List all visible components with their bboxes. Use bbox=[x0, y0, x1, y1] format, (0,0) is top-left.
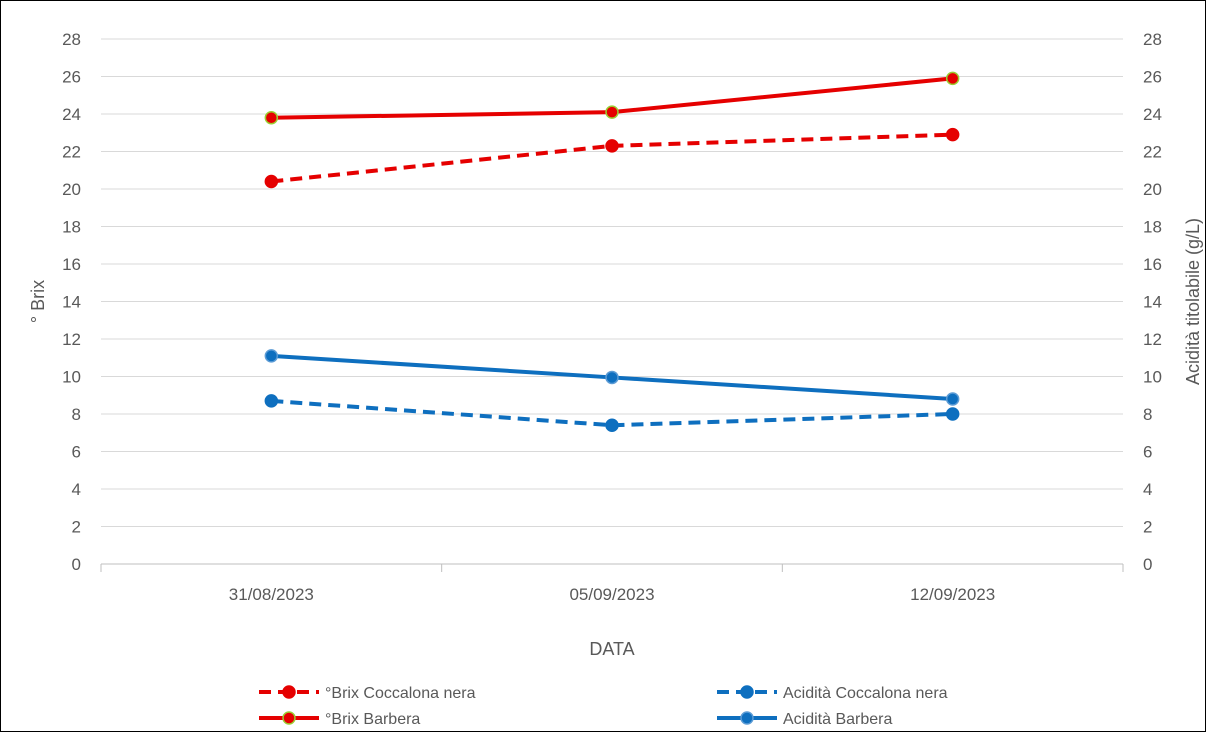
data-point bbox=[264, 349, 279, 363]
y-tick-label: 22 bbox=[62, 143, 81, 162]
y2-tick-label: 18 bbox=[1143, 218, 1162, 237]
data-point bbox=[264, 174, 279, 189]
series-3 bbox=[264, 349, 960, 406]
data-point bbox=[605, 139, 619, 153]
legend-item: Acidità Coccalona nera bbox=[717, 685, 948, 702]
legend-label: Acidità Barbera bbox=[783, 711, 892, 728]
x-tick-label: 05/09/2023 bbox=[569, 585, 654, 604]
y2-tick-label: 6 bbox=[1143, 443, 1152, 462]
data-point bbox=[605, 370, 619, 385]
series-lines bbox=[264, 71, 960, 432]
axes bbox=[100, 563, 1124, 572]
y2-tick-label: 20 bbox=[1143, 180, 1162, 199]
data-point bbox=[945, 71, 960, 86]
legend-label: Acidità Coccalona nera bbox=[783, 685, 948, 702]
series-0 bbox=[264, 127, 960, 189]
legend-swatch-marker bbox=[740, 685, 754, 699]
data-point bbox=[605, 418, 619, 432]
y-tick-label: 18 bbox=[62, 218, 81, 237]
y2-axis-title: Acidità titolabile (g/L) bbox=[1183, 218, 1203, 385]
legend-swatch-marker bbox=[282, 711, 296, 725]
series-2 bbox=[264, 71, 960, 125]
y-tick-label: 4 bbox=[72, 480, 81, 499]
legend-label: °Brix Coccalona nera bbox=[325, 685, 476, 702]
x-tick-label: 12/09/2023 bbox=[910, 585, 995, 604]
y-tick-label: 26 bbox=[62, 68, 81, 87]
y2-tick-label: 16 bbox=[1143, 255, 1162, 274]
y2-tick-label: 26 bbox=[1143, 68, 1162, 87]
y-tick-label: 20 bbox=[62, 180, 81, 199]
legend: °Brix Coccalona nera Acidità Coccalona ne… bbox=[259, 685, 948, 728]
y2-tick-label: 4 bbox=[1143, 480, 1152, 499]
x-axis-title: DATA bbox=[589, 639, 634, 659]
x-tick-label: 31/08/2023 bbox=[229, 585, 314, 604]
legend-item: °Brix Barbera bbox=[259, 711, 420, 728]
y-tick-label: 14 bbox=[62, 293, 81, 312]
y-tick-label: 6 bbox=[72, 443, 81, 462]
y2-tick-label: 0 bbox=[1143, 555, 1152, 574]
y-tick-label: 28 bbox=[62, 30, 81, 49]
y-tick-label: 10 bbox=[62, 368, 81, 387]
y-tick-label: 16 bbox=[62, 255, 81, 274]
y-tick-label: 24 bbox=[62, 105, 81, 124]
y2-tick-label: 24 bbox=[1143, 105, 1162, 124]
y-tick-label: 8 bbox=[72, 405, 81, 424]
y-tick-label: 0 bbox=[72, 555, 81, 574]
legend-item: °Brix Coccalona nera bbox=[259, 685, 476, 702]
y2-tick-label: 12 bbox=[1143, 330, 1162, 349]
legend-item: Acidità Barbera bbox=[717, 711, 892, 728]
data-point bbox=[945, 407, 960, 421]
legend-label: °Brix Barbera bbox=[325, 711, 420, 728]
series-1 bbox=[264, 394, 960, 432]
data-point bbox=[264, 111, 279, 125]
y2-tick-label: 14 bbox=[1143, 293, 1162, 312]
legend-swatch-marker bbox=[282, 685, 296, 699]
data-point bbox=[945, 127, 960, 142]
data-point bbox=[264, 394, 279, 408]
y2-tick-label: 2 bbox=[1143, 518, 1152, 537]
data-point bbox=[605, 105, 619, 119]
y2-tick-label: 8 bbox=[1143, 405, 1152, 424]
y2-tick-label: 10 bbox=[1143, 368, 1162, 387]
y-axis-title: ° Brix bbox=[28, 280, 48, 323]
y-tick-label: 12 bbox=[62, 330, 81, 349]
data-point bbox=[945, 392, 960, 406]
x-axis-ticks: 31/08/2023 05/09/2023 12/09/2023 bbox=[229, 585, 995, 604]
legend-swatch-marker bbox=[740, 711, 754, 725]
y-tick-label: 2 bbox=[72, 518, 81, 537]
y2-tick-label: 28 bbox=[1143, 30, 1162, 49]
y2-tick-label: 22 bbox=[1143, 143, 1162, 162]
